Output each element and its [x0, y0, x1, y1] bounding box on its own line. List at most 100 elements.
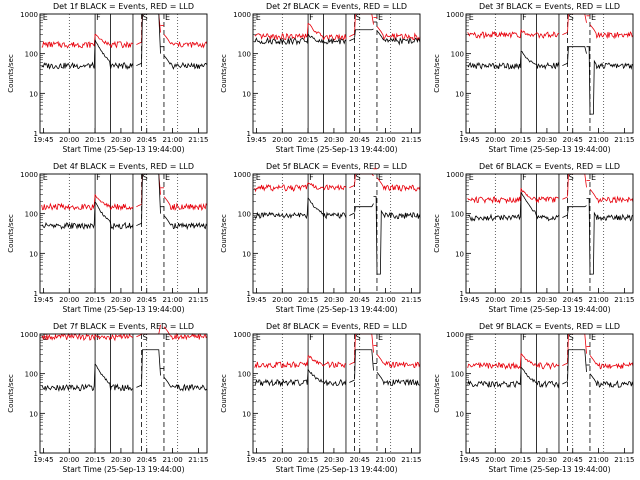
x-axis-label: Start Time (25-Sep-13 19:44:00)	[489, 305, 611, 314]
series-line-events	[467, 367, 522, 389]
series-line-events	[562, 62, 568, 66]
y-tick-label: 1	[247, 130, 251, 138]
plot-frame	[465, 13, 634, 134]
x-axis-label: Start Time (25-Sep-13 19:44:00)	[489, 145, 611, 154]
x-axis-label: Start Time (25-Sep-13 19:44:00)	[63, 305, 185, 314]
x-tick-label: 21:00	[588, 296, 608, 304]
series-line-events	[254, 369, 309, 388]
x-tick-label: 21:00	[375, 296, 395, 304]
detector-panel: Det 9f BLACK = Events, RED = LLD E F S E 1 10 1…	[433, 322, 634, 474]
x-tick-label: 21:00	[162, 456, 182, 464]
time-marker-label: S	[143, 333, 148, 342]
x-tick-label: 20:00	[272, 296, 292, 304]
y-tick-label: 1	[460, 130, 464, 138]
time-marker-label: S	[356, 333, 361, 342]
series-line-events	[136, 62, 142, 66]
saa-spike-events	[354, 28, 374, 38]
series-line-lld	[163, 326, 208, 341]
x-axis-label: Start Time (25-Sep-13 19:44:00)	[63, 145, 185, 154]
x-tick-label: 19:45	[246, 456, 266, 464]
x-tick-label: 21:15	[401, 456, 421, 464]
panel-title: Det 8f BLACK = Events, RED = LLD	[266, 322, 407, 331]
x-tick-label: 19:45	[246, 136, 266, 144]
x-tick-label: 21:15	[614, 136, 634, 144]
series-line-lld	[376, 26, 421, 42]
series-line-events	[590, 211, 634, 275]
x-tick-label: 20:00	[59, 136, 79, 144]
x-tick-label: 20:00	[485, 456, 505, 464]
panel-title: Det 3f BLACK = Events, RED = LLD	[479, 2, 620, 11]
time-marker-label: E	[378, 13, 383, 22]
x-tick-label: 20:15	[511, 296, 531, 304]
y-tick-label: 1	[34, 130, 38, 138]
x-tick-label: 20:45	[563, 136, 583, 144]
time-marker-label: F	[96, 13, 101, 22]
x-axis-label: Start Time (25-Sep-13 19:44:00)	[276, 145, 398, 154]
time-marker-label: E	[378, 173, 383, 182]
y-tick-label: 100	[238, 371, 251, 379]
series-line-events	[163, 215, 208, 231]
series-line-events	[163, 377, 208, 392]
x-tick-label: 21:00	[588, 136, 608, 144]
time-marker-label: F	[522, 333, 527, 342]
x-tick-label: 20:30	[111, 296, 131, 304]
series-line-events	[373, 196, 378, 275]
detector-panel: Det 2f BLACK = Events, RED = LLD E F S E 1 10 1…	[220, 2, 421, 154]
saa-spike-events	[567, 205, 587, 215]
series-line-events	[41, 363, 96, 392]
x-tick-label: 20:45	[563, 296, 583, 304]
x-tick-label: 19:45	[459, 456, 479, 464]
x-tick-label: 21:00	[162, 296, 182, 304]
series-line-lld	[349, 361, 355, 365]
x-tick-label: 21:00	[588, 456, 608, 464]
x-tick-label: 20:15	[511, 456, 531, 464]
panel-title: Det 5f BLACK = Events, RED = LLD	[266, 162, 407, 171]
series-line-events	[94, 363, 111, 391]
time-marker-label: E	[591, 13, 596, 22]
series-line-events	[376, 372, 421, 387]
series-line-events	[586, 46, 591, 115]
series-line-events	[94, 201, 111, 224]
y-tick-label: 1	[460, 290, 464, 298]
x-axis-label: Start Time (25-Sep-13 19:44:00)	[489, 465, 611, 474]
y-axis-label: Counts/sec	[433, 54, 441, 93]
y-axis-label: Counts/sec	[7, 374, 15, 413]
y-tick-label: 100	[25, 371, 38, 379]
y-tick-label: 10	[455, 90, 464, 98]
x-tick-label: 20:15	[85, 456, 105, 464]
series-line-events	[349, 212, 355, 216]
series-line-lld	[94, 334, 111, 341]
series-line-events	[323, 378, 347, 387]
time-marker-label: F	[309, 13, 314, 22]
x-tick-label: 21:00	[375, 136, 395, 144]
series-line-lld	[349, 33, 355, 37]
panel-title: Det 1f BLACK = Events, RED = LLD	[53, 2, 194, 11]
series-line-lld	[254, 182, 309, 193]
time-marker-label: S	[569, 333, 574, 342]
y-tick-label: 1	[247, 450, 251, 458]
series-line-lld	[323, 33, 347, 41]
y-tick-label: 1	[247, 290, 251, 298]
series-line-lld	[589, 355, 634, 370]
y-tick-label: 100	[451, 51, 464, 59]
x-tick-label: 20:45	[350, 136, 370, 144]
time-marker-label: E	[43, 13, 48, 22]
detector-panel: Det 8f BLACK = Events, RED = LLD E F S E 1 10 1…	[220, 322, 421, 474]
x-tick-label: 20:15	[511, 136, 531, 144]
series-line-lld	[163, 34, 208, 49]
series-line-lld	[136, 334, 142, 338]
x-tick-label: 20:45	[350, 296, 370, 304]
x-tick-label: 20:30	[537, 136, 557, 144]
y-tick-label: 100	[25, 211, 38, 219]
series-line-lld	[562, 31, 568, 36]
series-line-events	[307, 33, 324, 44]
series-line-lld	[536, 196, 560, 204]
time-marker-label: F	[309, 173, 314, 182]
panel-title: Det 7f BLACK = Events, RED = LLD	[53, 322, 194, 331]
time-marker-label: S	[356, 173, 361, 182]
series-line-lld	[536, 361, 560, 371]
y-tick-label: 1000	[233, 331, 251, 339]
y-tick-label: 1000	[446, 171, 464, 179]
y-tick-label: 1000	[20, 11, 38, 19]
y-tick-label: 1	[460, 450, 464, 458]
